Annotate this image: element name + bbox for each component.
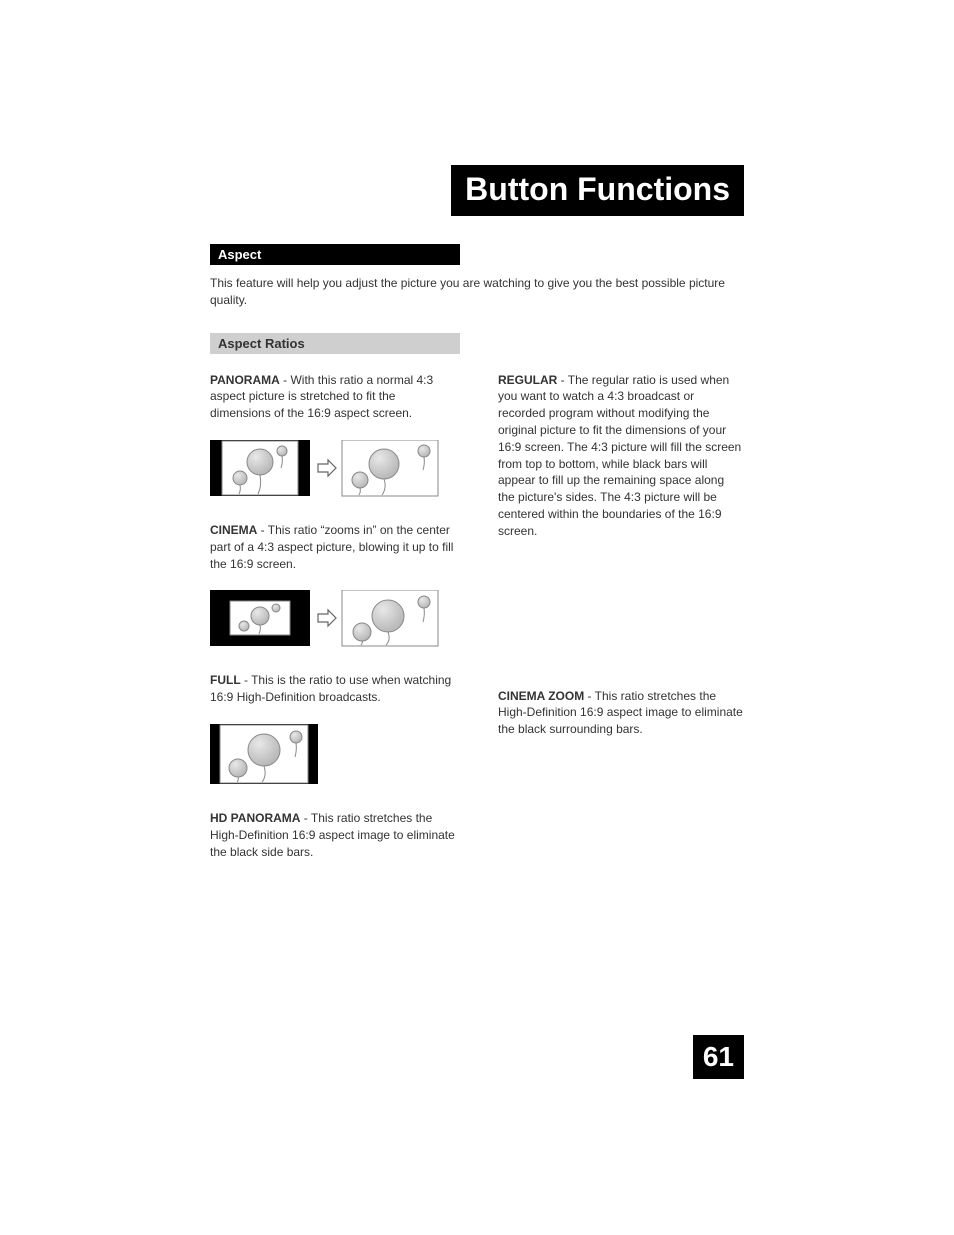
entry-cinema: CINEMA - This ratio “zooms in” on the ce…	[210, 522, 456, 572]
intro-text: This feature will help you adjust the pi…	[210, 275, 744, 309]
page-number: 61	[693, 1035, 744, 1079]
diagram-cinema	[210, 590, 456, 648]
entry-body: - The regular ratio is used when you wan…	[498, 373, 741, 538]
entry-head: HD PANORAMA	[210, 811, 300, 825]
page-title: Button Functions	[451, 165, 744, 216]
entry-head: REGULAR	[498, 373, 557, 387]
entry-full: FULL - This is the ratio to use when wat…	[210, 672, 456, 706]
entry-hd-panorama: HD PANORAMA - This ratio stretches the H…	[210, 810, 456, 860]
entry-head: CINEMA	[210, 523, 257, 537]
entry-body: - This is the ratio to use when watching…	[210, 673, 451, 704]
diagram-full	[210, 724, 456, 786]
left-column: PANORAMA - With this ratio a normal 4:3 …	[210, 372, 456, 879]
entry-panorama: PANORAMA - With this ratio a normal 4:3 …	[210, 372, 456, 422]
right-column: REGULAR - The regular ratio is used when…	[498, 372, 744, 879]
entry-cinema-zoom: CINEMA ZOOM - This ratio stretches the H…	[498, 688, 744, 738]
diagram-panorama	[210, 440, 456, 498]
entry-head: CINEMA ZOOM	[498, 689, 584, 703]
section-heading-aspect: Aspect	[210, 244, 460, 265]
entry-head: FULL	[210, 673, 241, 687]
entry-head: PANORAMA	[210, 373, 280, 387]
entry-regular: REGULAR - The regular ratio is used when…	[498, 372, 744, 540]
subsection-heading-aspect-ratios: Aspect Ratios	[210, 333, 460, 354]
